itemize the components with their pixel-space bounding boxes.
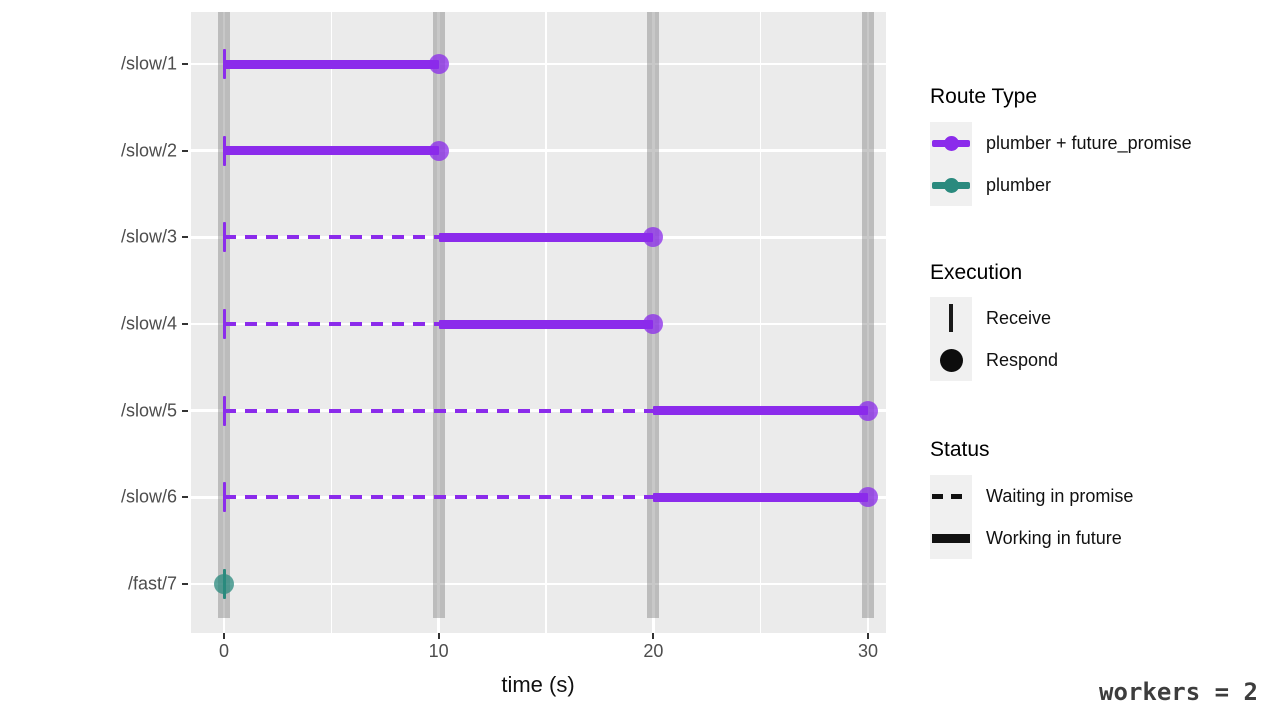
working-in-future-segment xyxy=(653,492,868,502)
legend-label: Waiting in promise xyxy=(986,485,1134,506)
working-in-future-segment xyxy=(224,59,439,69)
working-in-future-segment xyxy=(438,319,654,329)
respond-marker xyxy=(428,140,449,161)
legend-key-box xyxy=(930,475,972,517)
legend-items-status: Waiting in promise Working in future xyxy=(930,475,1133,559)
x-axis-tick-label: 20 xyxy=(643,641,664,661)
legend-label: plumber xyxy=(986,174,1052,195)
legend-item-working-in-future: Working in future xyxy=(930,517,1133,559)
receive-marker xyxy=(222,395,226,426)
legend-item-receive: Receive xyxy=(930,297,1058,339)
legend-label: Respond xyxy=(986,349,1059,370)
receive-marker xyxy=(222,135,226,166)
legend-label: Working in future xyxy=(986,527,1122,548)
respond-marker xyxy=(214,574,234,594)
y-axis-tick xyxy=(182,236,188,239)
legend-title-execution: Execution xyxy=(930,261,1023,284)
gridline-horizontal xyxy=(191,62,886,66)
x-axis-tick-label: 10 xyxy=(428,641,449,661)
legend-items-execution: Receive Respond xyxy=(930,297,1058,381)
legend-title-route-type: Route Type xyxy=(930,85,1038,108)
legend-title-status: Status xyxy=(930,438,990,461)
legend-key-box xyxy=(930,122,972,164)
worker-availability-bar xyxy=(862,12,874,618)
respond-circle-icon xyxy=(939,348,963,372)
gridline-horizontal xyxy=(191,582,886,586)
route-dot-icon xyxy=(943,177,959,193)
receive-marker xyxy=(222,222,226,253)
legend-item-plumber-future-promise: plumber + future_promise xyxy=(930,122,1192,164)
respond-marker xyxy=(428,54,449,74)
working-in-future-segment xyxy=(438,232,654,242)
working-in-future-segment xyxy=(224,146,439,156)
plot-panel xyxy=(191,12,886,633)
x-axis-title: time (s) xyxy=(501,672,575,697)
respond-marker xyxy=(858,400,878,421)
y-axis-label: /slow/3 xyxy=(120,226,177,247)
legend-item-plumber: plumber xyxy=(930,164,1192,206)
waiting-in-promise-segment xyxy=(224,235,439,240)
dashed-line-icon xyxy=(932,493,970,499)
x-axis-tick-label: 0 xyxy=(218,641,230,661)
y-axis-label: /slow/5 xyxy=(120,400,177,421)
receive-tick-icon xyxy=(949,304,953,332)
legend: Route Type plumber + future_promise xyxy=(930,85,1272,585)
y-axis-tick xyxy=(182,583,188,585)
y-axis-label: /slow/2 xyxy=(120,140,177,161)
waiting-in-promise-segment xyxy=(224,322,439,326)
legend-item-waiting-in-promise: Waiting in promise xyxy=(930,475,1133,517)
x-axis-tick xyxy=(437,633,440,639)
legend-key-box xyxy=(930,164,972,206)
x-axis-tick xyxy=(652,633,655,639)
x-axis-tick xyxy=(867,633,869,639)
y-axis-tick xyxy=(182,409,188,412)
working-in-future-segment xyxy=(653,406,868,416)
y-axis-tick xyxy=(182,323,188,325)
y-axis-label: /slow/1 xyxy=(120,53,177,74)
respond-marker xyxy=(643,227,664,248)
workers-count-label: workers = 2 xyxy=(1099,678,1258,706)
legend-label: Receive xyxy=(986,307,1052,328)
y-axis-tick xyxy=(182,63,188,65)
x-axis-tick-label: 30 xyxy=(857,641,879,661)
route-line-dot-icon xyxy=(932,177,970,193)
y-axis-label: /fast/7 xyxy=(127,573,177,594)
waiting-in-promise-segment xyxy=(224,408,654,413)
y-axis-label: /slow/6 xyxy=(120,486,177,507)
waiting-in-promise-segment xyxy=(224,495,654,500)
respond-marker xyxy=(643,314,664,334)
solid-line-icon xyxy=(932,533,970,543)
route-line-dot-icon xyxy=(932,135,970,151)
respond-marker xyxy=(858,487,878,508)
legend-key-box xyxy=(930,517,972,559)
legend-key-box xyxy=(930,339,972,381)
y-axis-tick xyxy=(182,496,188,499)
receive-marker xyxy=(222,49,226,79)
legend-key-box xyxy=(930,297,972,339)
worker-availability-bar xyxy=(432,12,445,618)
gridline-horizontal xyxy=(191,149,886,152)
x-axis-tick xyxy=(223,633,225,639)
legend-item-respond: Respond xyxy=(930,339,1058,381)
y-axis-tick xyxy=(182,149,188,152)
receive-marker xyxy=(222,309,226,339)
route-dot-icon xyxy=(943,135,959,151)
legend-label: plumber + future_promise xyxy=(986,132,1192,153)
y-axis-label: /slow/4 xyxy=(120,313,177,334)
legend-items-route-type: plumber + future_promise plumber xyxy=(930,122,1192,206)
gridline-vertical-major xyxy=(866,12,870,633)
receive-marker xyxy=(222,482,226,513)
gridline-vertical-minor xyxy=(759,12,762,633)
